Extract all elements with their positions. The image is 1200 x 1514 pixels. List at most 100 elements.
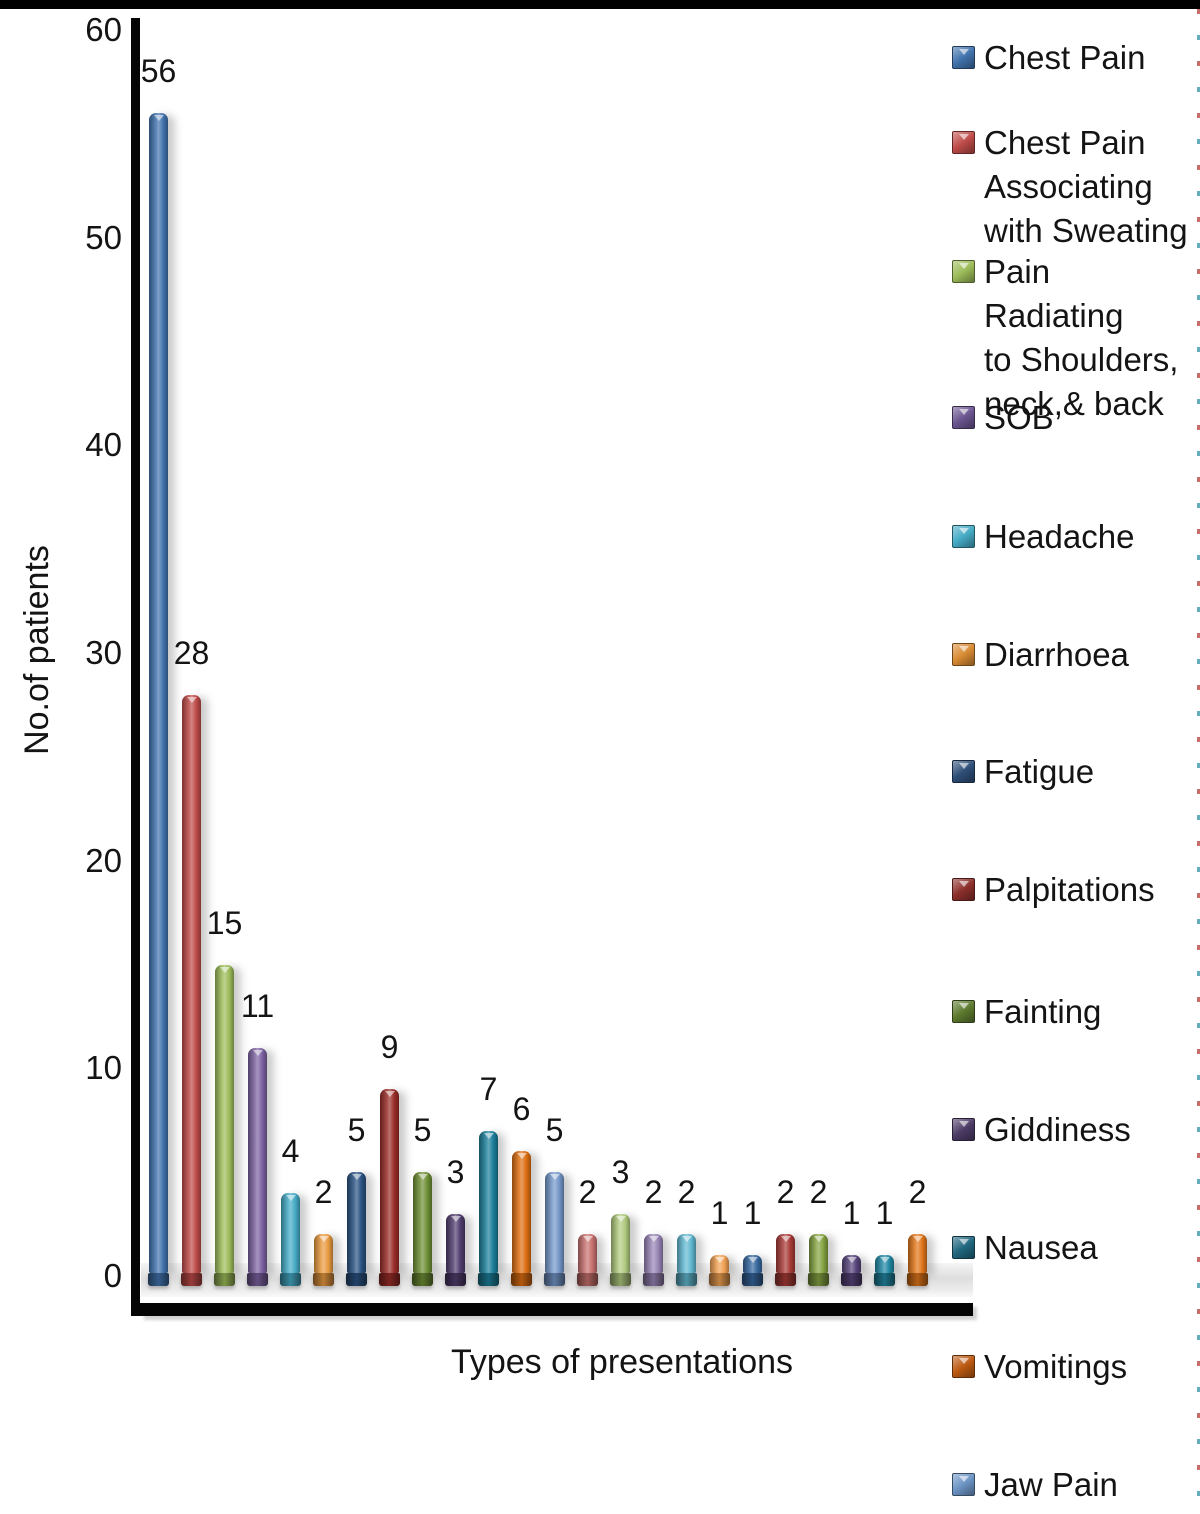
bar-base-cap bbox=[775, 1272, 796, 1286]
bar bbox=[907, 1234, 928, 1286]
bar bbox=[874, 1255, 895, 1286]
bar-value-label: 1 bbox=[842, 1195, 861, 1232]
bar-base-cap bbox=[544, 1272, 565, 1286]
legend-label: Chest Pain Associating with Sweating bbox=[984, 124, 1188, 249]
legend-color-swatch-icon bbox=[952, 878, 975, 901]
bar-value-label: 6 bbox=[512, 1091, 531, 1128]
bar-top-highlight bbox=[450, 1215, 461, 1222]
legend-label: Fatigue bbox=[984, 753, 1095, 790]
bar bbox=[775, 1234, 796, 1286]
bar bbox=[247, 1047, 268, 1286]
swatch-highlight bbox=[958, 1358, 969, 1364]
bar bbox=[841, 1255, 862, 1286]
bar-value-label: 56 bbox=[140, 53, 177, 90]
bar-value-label: 11 bbox=[240, 987, 275, 1024]
bar-top-highlight bbox=[186, 696, 197, 703]
bar-base-cap bbox=[148, 1272, 169, 1286]
bar-base-cap bbox=[346, 1272, 367, 1286]
bar bbox=[544, 1172, 565, 1286]
bar bbox=[412, 1172, 433, 1286]
bar bbox=[478, 1130, 499, 1286]
swatch-highlight bbox=[958, 263, 969, 269]
bar-value-label: 1 bbox=[710, 1195, 729, 1232]
legend-color-swatch-icon bbox=[952, 1355, 975, 1378]
bar-base-cap bbox=[742, 1272, 763, 1286]
legend-color-swatch-icon bbox=[952, 760, 975, 783]
legend-label: Diarrhoea bbox=[984, 636, 1129, 673]
bar-top-highlight bbox=[813, 1236, 824, 1243]
bar-value-label: 7 bbox=[479, 1070, 498, 1107]
bar-value-label: 5 bbox=[413, 1112, 432, 1149]
legend-color-swatch-icon bbox=[952, 1118, 975, 1141]
bar-value-label: 2 bbox=[908, 1174, 927, 1211]
bar-top-highlight bbox=[252, 1049, 263, 1056]
bar bbox=[379, 1089, 400, 1286]
bar-value-label: 2 bbox=[809, 1174, 828, 1211]
bar-base-cap bbox=[379, 1272, 400, 1286]
bar-base-cap bbox=[445, 1272, 466, 1286]
bar-base-cap bbox=[313, 1272, 334, 1286]
bar bbox=[610, 1213, 631, 1286]
y-tick-label: 0 bbox=[103, 1257, 122, 1294]
bar-value-label: 2 bbox=[677, 1174, 696, 1211]
swatch-highlight bbox=[958, 409, 969, 415]
bar-value-label: 2 bbox=[314, 1174, 333, 1211]
bar-top-highlight bbox=[912, 1236, 923, 1243]
right-edge-dotted-marks bbox=[1197, 9, 1200, 1514]
bar-base-cap bbox=[280, 1272, 301, 1286]
top-border-line bbox=[0, 0, 1200, 9]
bar-base-cap bbox=[676, 1272, 697, 1286]
legend-label: Jaw Pain bbox=[984, 1466, 1118, 1503]
bar-top-highlight bbox=[549, 1174, 560, 1181]
bar-value-label: 15 bbox=[206, 904, 243, 941]
bar bbox=[280, 1192, 301, 1286]
swatch-highlight bbox=[958, 763, 969, 769]
legend-color-swatch-icon bbox=[952, 1473, 975, 1496]
bar-value-label: 2 bbox=[644, 1174, 663, 1211]
bar-top-highlight bbox=[318, 1236, 329, 1243]
bar-top-highlight bbox=[714, 1257, 725, 1264]
bar-top-highlight bbox=[153, 115, 164, 122]
x-axis-line bbox=[140, 1303, 973, 1316]
bar-value-label: 5 bbox=[347, 1112, 366, 1149]
bar-base-cap bbox=[478, 1272, 499, 1286]
bar bbox=[181, 694, 202, 1286]
y-axis-title: No.of patients bbox=[18, 545, 56, 755]
y-tick-label: 10 bbox=[85, 1049, 122, 1087]
bar-value-label: 1 bbox=[743, 1195, 762, 1232]
bar-top-highlight bbox=[879, 1257, 890, 1264]
bar-base-cap bbox=[412, 1272, 433, 1286]
swatch-highlight bbox=[958, 49, 969, 55]
bar bbox=[643, 1234, 664, 1286]
bar-top-highlight bbox=[219, 966, 230, 973]
legend-label: Giddiness bbox=[984, 1111, 1131, 1148]
bar-value-label: 2 bbox=[776, 1174, 795, 1211]
bar-top-highlight bbox=[780, 1236, 791, 1243]
legend-label: Palpitations bbox=[984, 871, 1155, 908]
legend-label: SOB bbox=[984, 399, 1054, 436]
bar-base-cap bbox=[643, 1272, 664, 1286]
legend-color-swatch-icon bbox=[952, 525, 975, 548]
bar-base-cap bbox=[709, 1272, 730, 1286]
legend-color-swatch-icon bbox=[952, 1236, 975, 1259]
bar-value-label: 5 bbox=[545, 1112, 564, 1149]
bar-value-label: 4 bbox=[281, 1132, 300, 1169]
bar-value-label: 1 bbox=[875, 1195, 894, 1232]
legend-label: Chest Pain bbox=[984, 39, 1146, 76]
bar bbox=[445, 1213, 466, 1286]
bar-base-cap bbox=[610, 1272, 631, 1286]
swatch-highlight bbox=[958, 528, 969, 534]
bar-top-highlight bbox=[615, 1215, 626, 1222]
bar-top-highlight bbox=[516, 1153, 527, 1160]
bar bbox=[148, 113, 169, 1286]
bar-top-highlight bbox=[648, 1236, 659, 1243]
bar-top-highlight bbox=[681, 1236, 692, 1243]
swatch-highlight bbox=[958, 134, 969, 140]
bar-base-cap bbox=[907, 1272, 928, 1286]
bar-base-cap bbox=[577, 1272, 598, 1286]
y-tick-label: 20 bbox=[85, 841, 122, 879]
bar-top-highlight bbox=[417, 1174, 428, 1181]
bar-top-highlight bbox=[846, 1257, 857, 1264]
bar-top-highlight bbox=[747, 1257, 758, 1264]
legend-color-swatch-icon bbox=[952, 131, 975, 154]
